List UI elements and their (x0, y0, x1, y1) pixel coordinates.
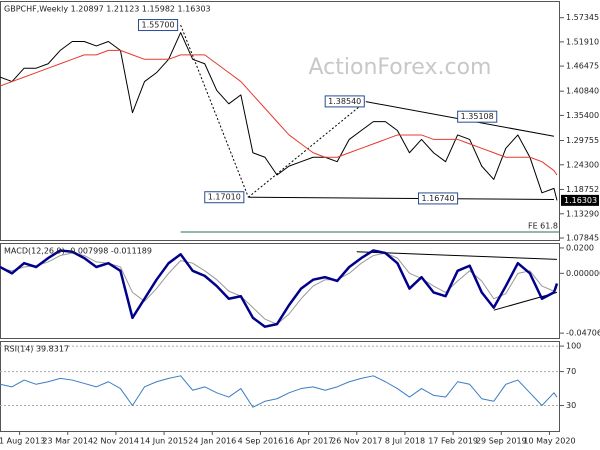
y-tick-label: 1.51910 (566, 37, 599, 46)
trend-line (180, 24, 249, 198)
y-tick-label: -0.047066 (566, 329, 600, 338)
annotation-label: 1.17010 (208, 193, 241, 202)
annotation-label: 1.38540 (328, 97, 361, 106)
panel-frame (0, 243, 560, 339)
panel-title: RSI(14) 39.8317 (4, 345, 69, 354)
annotation: 1.55700 (138, 19, 179, 32)
last-price-box (561, 194, 599, 206)
y-tick-label: 1.35400 (566, 111, 599, 120)
level-label: FE 61.8 (528, 221, 558, 230)
annotation: 1.17010 (204, 191, 245, 204)
panel-title: MACD(12,26,9) -0.007998 -0.011189 (4, 247, 152, 256)
y-tick-label: 1.13290 (566, 209, 599, 218)
annotation: 1.38540 (324, 95, 365, 108)
panel-frame (0, 1, 560, 241)
x-tick-label: 10 May 2020 (523, 437, 575, 446)
y-tick-label: 0.000000 (566, 269, 600, 278)
y-tick-label: 0.0200 (566, 243, 594, 252)
annotation-box (324, 95, 365, 108)
series-line (0, 249, 559, 328)
last-price-label: 1.16303 (564, 196, 597, 205)
x-tick-label: 11 Aug 2013 (0, 437, 45, 446)
x-tick-label: 4 Sep 2016 (238, 437, 284, 446)
annotation-label: 1.16740 (422, 194, 455, 203)
annotation-label: 1.35108 (461, 112, 494, 121)
trend-line (356, 251, 558, 260)
x-tick-label: 8 Jul 2018 (385, 437, 425, 446)
series-line (0, 375, 558, 408)
x-tick-label: 26 Nov 2017 (331, 437, 382, 446)
annotation: 1.16740 (418, 192, 459, 205)
y-tick-label: 1.57345 (566, 13, 599, 22)
annotation-box (204, 191, 245, 204)
y-tick-label: 1.24300 (566, 160, 599, 169)
y-tick-label: 1.18752 (566, 185, 599, 194)
x-tick-label: 2 Nov 2014 (93, 437, 139, 446)
y-tick-label: 100 (566, 342, 581, 351)
y-tick-label: 1.29755 (566, 136, 599, 145)
series-line (0, 32, 558, 201)
y-tick-label: 30 (566, 401, 576, 410)
x-tick-label: 29 Sep 2019 (476, 437, 527, 446)
y-tick-label: 1.46475 (566, 62, 599, 71)
x-tick-label: 17 Feb 2019 (428, 437, 478, 446)
series-line (0, 49, 558, 176)
y-tick-label: 1.07845 (566, 234, 599, 243)
x-tick-label: 24 Jan 2016 (188, 437, 236, 446)
annotation: 1.35108 (457, 110, 498, 123)
watermark: ActionForex.com (309, 55, 492, 80)
annotation-box (418, 192, 459, 205)
panel-frame (0, 341, 560, 432)
x-tick-label: 14 Jun 2015 (140, 437, 188, 446)
x-tick-label: 23 Mar 2014 (42, 437, 93, 446)
annotation-label: 1.55700 (142, 21, 175, 30)
series-line (0, 252, 558, 325)
panel-title: GBPCHF,Weekly 1.20897 1.21123 1.15982 1.… (4, 5, 211, 14)
x-tick-label: 16 Apr 2017 (284, 437, 333, 446)
annotation-box (138, 19, 179, 32)
y-tick-label: 1.40840 (566, 87, 599, 96)
trend-line (248, 101, 367, 198)
annotation-box (457, 110, 498, 123)
trend-line (248, 196, 554, 200)
y-tick-label: 70 (566, 367, 576, 376)
